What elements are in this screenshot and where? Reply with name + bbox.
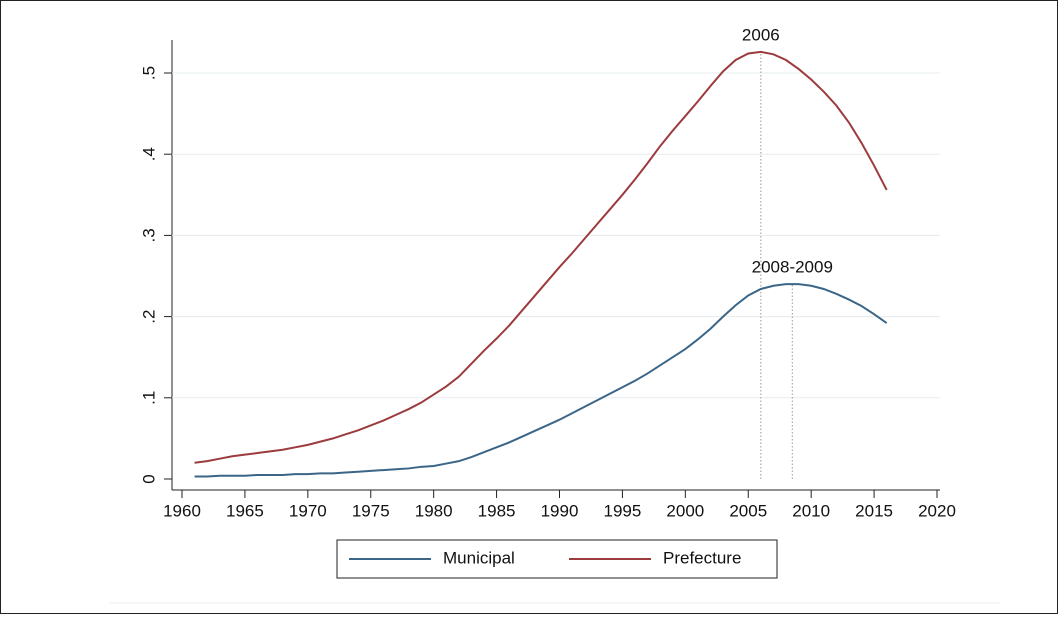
legend-label: Prefecture	[663, 548, 741, 567]
legend-label: Municipal	[443, 548, 515, 567]
x-tick-label: 1995	[604, 501, 642, 520]
y-tick-label: .3	[139, 228, 158, 242]
x-tick-label: 1965	[226, 501, 264, 520]
x-tick-label: 1960	[163, 501, 201, 520]
y-tick-label: .1	[139, 391, 158, 405]
y-tick-label: .5	[139, 66, 158, 80]
x-tick-label: 2020	[918, 501, 956, 520]
series-line	[194, 283, 888, 478]
series-line	[194, 50, 888, 464]
x-tick-label: 1970	[289, 501, 327, 520]
x-tick-label: 2005	[729, 501, 767, 520]
y-tick-label: .2	[139, 310, 158, 324]
x-tick-label: 1990	[541, 501, 579, 520]
y-tick-label: 0	[139, 474, 158, 483]
x-tick-label: 2010	[792, 501, 830, 520]
x-tick-label: 2015	[855, 501, 893, 520]
x-tick-label: 1985	[478, 501, 516, 520]
x-tick-label: 2000	[666, 501, 704, 520]
x-tick-label: 1980	[415, 501, 453, 520]
annotation-label: 2006	[742, 25, 780, 44]
x-tick-label: 1975	[352, 501, 390, 520]
annotation-label: 2008-2009	[752, 258, 833, 277]
y-tick-label: .4	[139, 147, 158, 161]
